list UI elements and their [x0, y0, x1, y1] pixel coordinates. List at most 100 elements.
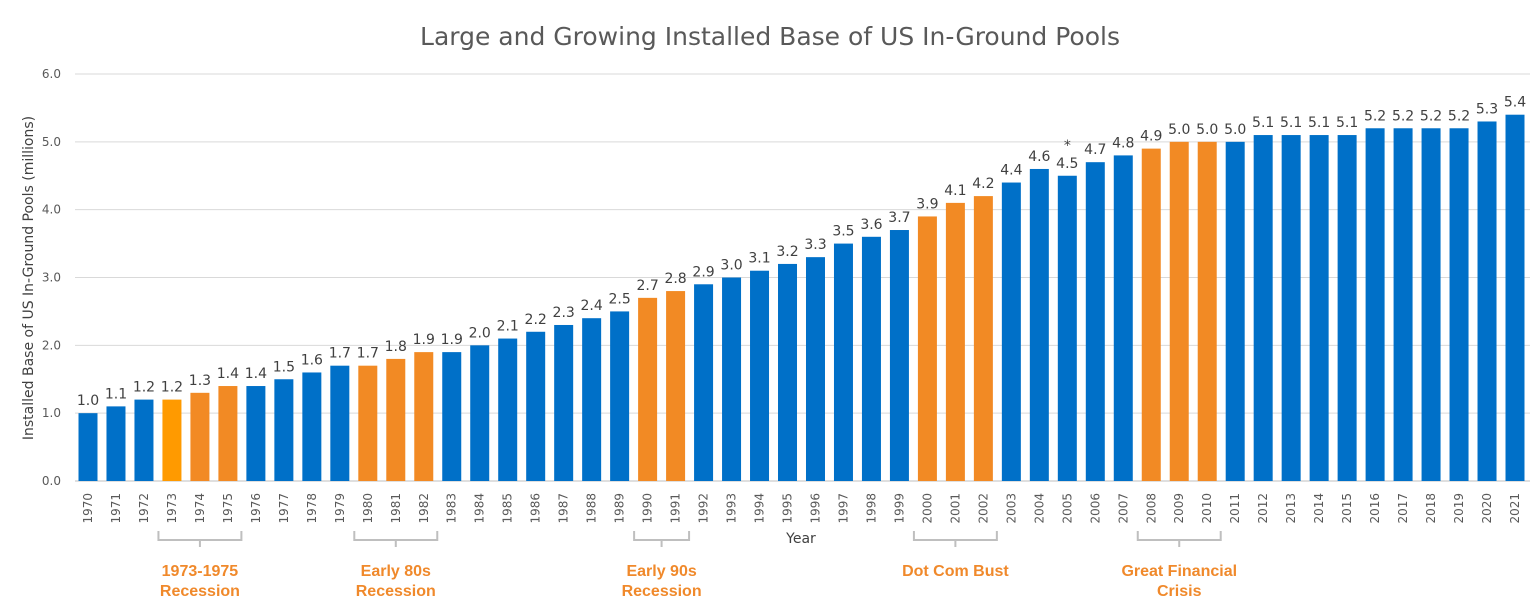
data-label: 4.4 [1000, 163, 1022, 179]
recession-bracket [912, 531, 998, 547]
recession-label: Dot Com Bust [902, 563, 1009, 580]
bar-2009 [1169, 141, 1189, 482]
x-tick-label: 1996 [808, 493, 822, 524]
data-label: 5.0 [1224, 122, 1246, 138]
bar-2011 [1225, 141, 1245, 482]
data-label: 5.4 [1504, 95, 1526, 111]
bar-1991 [666, 291, 686, 481]
bar-2002 [973, 196, 993, 481]
bar-2016 [1365, 128, 1385, 481]
bar-1982 [414, 352, 434, 481]
data-label: 5.1 [1280, 115, 1302, 131]
recession-label: Early 90s [626, 563, 696, 580]
bar-1990 [638, 297, 658, 481]
data-label: 4.6 [1028, 149, 1050, 165]
data-label: 3.5 [832, 224, 854, 240]
bar-1974 [190, 392, 210, 481]
chart-title: Large and Growing Installed Base of US I… [420, 22, 1120, 51]
recession-bracket [633, 531, 691, 547]
data-label: 2.5 [608, 291, 630, 307]
y-tick-label: 4.0 [42, 203, 61, 217]
recession-bracket [157, 531, 243, 547]
x-tick-label: 2009 [1172, 493, 1186, 524]
data-label: 2.4 [581, 298, 603, 314]
bar-1992 [694, 284, 714, 481]
x-tick-label: 1976 [249, 493, 263, 524]
x-tick-label: 1994 [753, 493, 767, 524]
y-tick-label: 3.0 [42, 271, 61, 285]
y-tick-label: 5.0 [42, 135, 61, 149]
recession-label: Recession [622, 583, 702, 600]
x-tick-label: 1974 [193, 493, 207, 524]
data-label: 2.8 [664, 271, 686, 287]
bar-1979 [330, 365, 350, 481]
x-tick-label: 1984 [473, 493, 487, 524]
x-tick-label: 2004 [1032, 493, 1046, 524]
x-tick-label: 2012 [1256, 493, 1270, 524]
data-label: 4.9 [1140, 129, 1162, 145]
data-label: 5.0 [1196, 122, 1218, 138]
y-axis-label: Installed Base of US In-Ground Pools (mi… [21, 116, 37, 440]
x-tick-label: 1991 [669, 493, 683, 524]
bar-1977 [274, 379, 294, 481]
x-tick-label: 2000 [920, 493, 934, 524]
asterisk-note: * [1064, 138, 1071, 154]
recession-bracket [1136, 531, 1222, 547]
data-label: 2.3 [553, 305, 575, 321]
bar-1981 [386, 358, 406, 481]
data-label: 5.2 [1392, 108, 1414, 124]
bar-1997 [833, 243, 853, 481]
bar-1975 [218, 386, 238, 481]
x-tick-label: 1972 [137, 493, 151, 524]
x-tick-label: 1995 [781, 493, 795, 524]
bar-2003 [1001, 182, 1021, 482]
data-label: 4.1 [944, 183, 966, 199]
x-tick-label: 1993 [725, 493, 739, 524]
bar-2008 [1141, 148, 1161, 481]
data-label: 1.9 [413, 332, 435, 348]
bar-2012 [1253, 135, 1273, 482]
data-label: 1.2 [161, 380, 183, 396]
bar-1986 [526, 331, 546, 481]
x-tick-label: 1992 [697, 493, 711, 524]
data-label: 2.0 [469, 325, 491, 341]
recession-label: Early 80s [361, 563, 431, 580]
recession-label: Crisis [1157, 583, 1202, 600]
bar-1987 [554, 324, 574, 481]
x-tick-label: 1999 [892, 493, 906, 524]
bar-2021 [1505, 114, 1525, 481]
x-tick-label: 2006 [1088, 493, 1102, 524]
bar-1983 [442, 352, 462, 481]
x-tick-label: 2020 [1480, 493, 1494, 524]
bar-2014 [1309, 135, 1329, 482]
x-tick-label: 2018 [1424, 493, 1438, 524]
y-tick-label: 2.0 [42, 338, 61, 352]
x-tick-label: 2013 [1284, 493, 1298, 524]
x-tick-label: 1970 [81, 493, 95, 524]
data-label: 1.5 [273, 359, 295, 375]
data-label: 3.9 [916, 196, 938, 212]
bar-1999 [889, 230, 909, 481]
x-tick-label: 2021 [1508, 493, 1522, 524]
x-tick-label: 2002 [976, 493, 990, 524]
data-label: 1.0 [77, 393, 99, 409]
x-tick-label: 1971 [109, 493, 123, 524]
bar-1984 [470, 345, 490, 481]
bar-1993 [722, 277, 742, 481]
data-label: 2.1 [497, 319, 519, 335]
bar-1985 [498, 338, 518, 481]
x-tick-label: 1979 [333, 493, 347, 524]
data-label: 5.1 [1252, 115, 1274, 131]
x-tick-label: 1987 [557, 493, 571, 524]
bar-2001 [945, 202, 965, 481]
data-label: 5.0 [1168, 122, 1190, 138]
data-label: 3.2 [776, 244, 798, 260]
data-label: 2.7 [636, 278, 658, 294]
bar-2020 [1477, 121, 1497, 481]
data-label: 3.6 [860, 217, 882, 233]
x-tick-label: 1988 [585, 493, 599, 524]
data-label: 1.1 [105, 386, 127, 402]
data-label: 1.2 [133, 380, 155, 396]
x-tick-label: 2010 [1200, 493, 1214, 524]
